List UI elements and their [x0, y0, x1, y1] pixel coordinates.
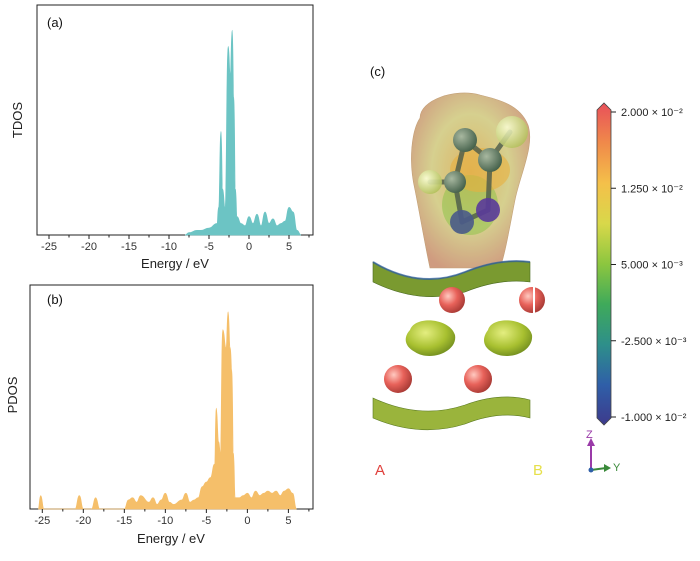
- tdos-x-tick-label: -15: [121, 241, 137, 253]
- pdos-x-tick-label: -15: [116, 515, 132, 527]
- atom-red-1: [439, 287, 465, 313]
- tdos-area: [184, 29, 302, 236]
- atom-red-2: [519, 287, 545, 313]
- colorbar-tick-label: 2.000 × 10⁻²: [621, 107, 683, 119]
- colorbar-tick-label: 5.000 × 10⁻³: [621, 260, 683, 272]
- site-b-label: B: [533, 462, 543, 479]
- y-axis-arrowhead: [604, 464, 611, 472]
- slab-wave-top-edge: [372, 260, 531, 281]
- tdos-x-ticks: -25 -20 -15 -10 -5 0 5: [41, 235, 310, 253]
- slab-wave-bottom: [372, 396, 531, 431]
- molecular-structure: [372, 92, 545, 431]
- y-axis-label: Y: [613, 462, 621, 474]
- atom-light-1: [496, 116, 528, 148]
- colorbar-bar: [596, 102, 612, 426]
- tdos-plot-frame: [36, 4, 314, 236]
- tdos-area-layer: [184, 29, 302, 236]
- tdos-x-axis-label: Energy / eV: [141, 256, 209, 271]
- pdos-plot-frame: [29, 284, 314, 510]
- z-axis-arrowhead: [587, 438, 595, 446]
- structure-panel-label: (c): [370, 64, 385, 79]
- tdos-x-tick-label: -25: [41, 241, 57, 253]
- colorbar-tick-label: -1.000 × 10⁻²: [621, 412, 687, 424]
- pdos-x-ticks: -25 -20 -15 -10 -5 0 5: [34, 509, 310, 527]
- pdos-x-tick-label: 5: [285, 515, 291, 527]
- colorbar-ticks: 2.000 × 10⁻² 1.250 × 10⁻² 5.000 × 10⁻³ -2.5…: [611, 107, 687, 424]
- density-blob-1: [405, 320, 456, 356]
- colorbar: 2.000 × 10⁻² 1.250 × 10⁻² 5.000 × 10⁻³ -2.5…: [596, 102, 687, 426]
- pdos-x-tick-label: 0: [244, 515, 250, 527]
- tdos-x-tick-label: 5: [286, 241, 292, 253]
- tdos-x-tick-label: -10: [161, 241, 177, 253]
- pdos-area: [37, 311, 297, 510]
- atom-nitrogen-1: [450, 210, 474, 234]
- pdos-x-tick-label: -10: [157, 515, 173, 527]
- pdos-x-tick-label: -20: [75, 515, 91, 527]
- tdos-chart: (a) -25 -20 -15 -10 -5 0 5 Energy / eV TDOS: [10, 4, 314, 271]
- pdos-area-layer: [37, 311, 297, 510]
- pdos-x-axis-label: Energy / eV: [137, 531, 205, 546]
- pdos-chart: (b) -25 -20 -15 -10 -5 0 5 Energy / eV PDOS: [5, 284, 314, 546]
- pdos-y-axis-label: PDOS: [5, 376, 20, 413]
- atom-carbon-1: [453, 128, 477, 152]
- y-axis-arrow: [590, 467, 607, 471]
- atom-carbon-2: [478, 148, 502, 172]
- site-a-label: A: [375, 462, 385, 479]
- axes-triad: Z Y: [586, 429, 621, 474]
- atom-red-4: [464, 365, 492, 393]
- x-axis-dot: [588, 467, 594, 473]
- atom-carbon-3: [444, 171, 466, 193]
- atom-light-2: [418, 170, 442, 194]
- tdos-y-axis-label: TDOS: [10, 102, 25, 138]
- pdos-panel-label: (b): [47, 292, 63, 307]
- tdos-x-tick-label: -5: [204, 241, 214, 253]
- pdos-x-tick-label: -25: [34, 515, 50, 527]
- colorbar-tick-label: -2.500 × 10⁻³: [621, 336, 687, 348]
- z-axis-label: Z: [586, 429, 593, 441]
- tdos-x-tick-label: 0: [246, 241, 252, 253]
- density-blob-2: [484, 320, 533, 356]
- atom-nitrogen-2: [476, 198, 500, 222]
- tdos-x-tick-label: -20: [81, 241, 97, 253]
- atom-red-3: [384, 365, 412, 393]
- pdos-x-tick-label: -5: [201, 515, 211, 527]
- colorbar-tick-label: 1.250 × 10⁻²: [621, 183, 683, 195]
- tdos-panel-label: (a): [47, 15, 63, 30]
